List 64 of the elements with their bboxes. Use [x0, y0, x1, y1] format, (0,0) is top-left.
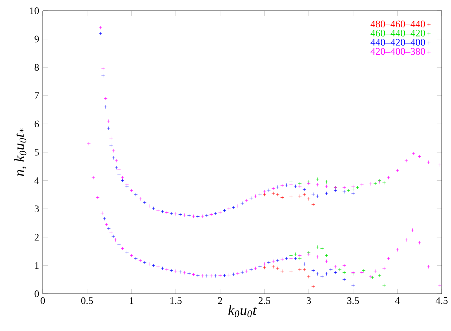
point	[324, 180, 329, 184]
point	[382, 181, 386, 185]
legend-label: 440–420–400	[370, 39, 426, 46]
x-tick-label: 0	[40, 298, 46, 304]
point	[262, 193, 266, 197]
point	[356, 186, 360, 190]
y-tick-label: 3	[34, 206, 40, 212]
legend-label: 460–440–420	[370, 30, 426, 37]
y-tick-label: 10	[30, 8, 40, 14]
y-tick-label: 5	[35, 149, 40, 156]
point	[342, 270, 346, 275]
x-axis-title: k$_{0}$u$_{0}$t	[228, 305, 258, 318]
point	[280, 196, 284, 200]
point	[289, 270, 294, 274]
point	[276, 266, 280, 270]
point	[272, 192, 276, 196]
point	[312, 285, 316, 289]
y-tick-label: 8	[34, 64, 40, 71]
point	[298, 194, 302, 198]
legend-label: 420–400–380	[370, 48, 426, 56]
legend-label: 480–460–440	[370, 20, 426, 28]
point	[302, 193, 306, 197]
point	[302, 268, 306, 272]
point	[307, 197, 311, 201]
y-tick-label: 0	[34, 290, 40, 298]
x-tick-label: 2	[218, 298, 222, 304]
x-tick-label: 0.5	[81, 298, 94, 304]
point	[324, 254, 329, 258]
point	[312, 203, 316, 207]
point	[347, 188, 351, 192]
point	[276, 193, 280, 197]
x-tick-label: 2.5	[258, 298, 271, 304]
point	[289, 180, 294, 184]
point	[307, 275, 311, 279]
point	[378, 274, 382, 278]
point	[289, 254, 294, 258]
point	[316, 178, 320, 182]
y-tick-label: 6	[34, 120, 40, 128]
point	[382, 284, 386, 288]
point	[374, 182, 378, 186]
y-tick-label: 7	[35, 92, 40, 100]
point	[338, 268, 342, 272]
point	[298, 256, 302, 260]
point	[294, 252, 298, 256]
point	[352, 187, 356, 192]
x-tick-label: 4.5	[436, 298, 448, 304]
y-tick-label: 2	[34, 234, 39, 241]
point	[298, 268, 302, 272]
x-tick-label: 4	[395, 298, 400, 304]
point	[289, 195, 294, 199]
y-axis-title: n, k$_{0}$u$_{0}$t$_{*}$	[14, 128, 27, 176]
y-tick-label: 4	[34, 177, 40, 184]
x-tick-label: 1	[130, 298, 134, 304]
point	[320, 246, 324, 251]
point	[316, 245, 320, 250]
y-tick-label: 9	[34, 36, 40, 43]
y-tick-label: 1	[35, 262, 39, 269]
x-tick-label: 1.5	[170, 298, 182, 304]
point	[262, 266, 266, 270]
point	[298, 182, 302, 186]
x-tick-label: 3	[306, 298, 312, 304]
point	[272, 265, 276, 269]
x-tick-label: 3.5	[348, 298, 360, 304]
point	[280, 270, 284, 274]
